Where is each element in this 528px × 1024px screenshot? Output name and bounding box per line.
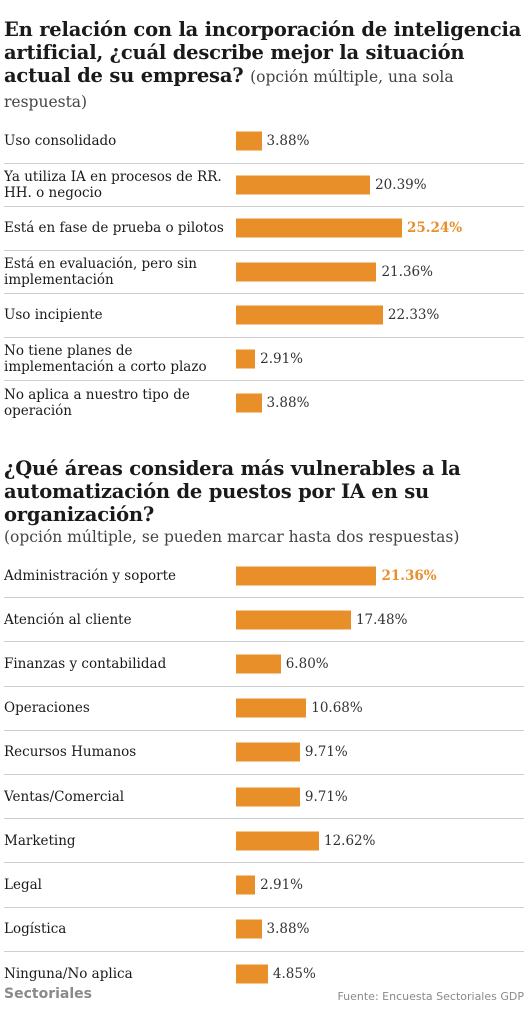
bar [236, 262, 377, 282]
chart-situacion-ia: En relación con la incorporación de inte… [4, 18, 524, 425]
value-label: 9.71% [304, 788, 348, 805]
bar-row: Operaciones 10.68% [4, 687, 524, 731]
bar [236, 831, 319, 851]
category-label: Ventas/Comercial [4, 788, 125, 805]
value-label: 20.39% [375, 176, 427, 193]
category-label: Marketing [4, 832, 76, 849]
bar-rows: Uso consolidado 3.88% Ya utiliza IA en pro… [4, 120, 524, 425]
value-label: 25.24% [407, 220, 463, 237]
bar-row: Ventas/Comercial 9.71% [4, 775, 524, 820]
bar-row: Finanzas y contabilidad 6.80% [4, 642, 524, 687]
category-label: No tiene planes de implementación a cort… [4, 342, 207, 375]
bar-row: No aplica a nuestro tipo de operación 3.8… [4, 381, 524, 425]
bar [236, 305, 383, 325]
bar [236, 698, 307, 718]
category-label: No aplica a nuestro tipo de operación [4, 386, 190, 419]
chart-subtitle: (opción múltiple, se pueden marcar hasta… [4, 528, 460, 546]
bar [236, 175, 371, 195]
bar [236, 393, 262, 413]
bar-row: Logística 3.88% [4, 908, 524, 952]
category-label: Está en evaluación, pero sin implementac… [4, 255, 197, 288]
value-label: 2.91% [260, 876, 304, 893]
chart-title: ¿Qué áreas considera más vulnerables a l… [4, 457, 461, 526]
value-label: 6.80% [285, 655, 329, 672]
bar-row: Está en evaluación, pero sin implementac… [4, 251, 524, 294]
source-note: Fuente: Encuesta Sectoriales GDP [337, 990, 524, 1003]
bar [236, 610, 351, 630]
bar-row: Recursos Humanos 9.71% [4, 731, 524, 775]
bar-row: Ninguna/No aplica 4.85% [4, 952, 524, 996]
bar-row: Legal 2.91% [4, 863, 524, 908]
category-label: Está en fase de prueba o pilotos [4, 220, 224, 237]
value-label: 10.68% [311, 700, 363, 717]
category-label: Administración y soporte [4, 567, 176, 584]
value-label: 21.36% [381, 263, 433, 280]
value-label: 3.88% [266, 394, 310, 411]
bar-rows: Administración y soporte 21.36% Atención a… [4, 554, 524, 996]
category-label: Recursos Humanos [4, 744, 137, 761]
value-label: 22.33% [387, 307, 440, 324]
value-label: 3.88% [266, 921, 310, 938]
category-label: Operaciones [4, 700, 90, 717]
value-label: 4.85% [272, 965, 316, 982]
bar-row: Uso incipiente 22.33% [4, 294, 524, 338]
chart-title: En relación con la incorporación de inte… [4, 18, 522, 111]
category-label: Legal [4, 876, 42, 893]
chart-subtitle: (opción múltiple, una sola respuesta) [4, 68, 454, 111]
value-label: 3.88% [266, 133, 310, 150]
value-label: 2.91% [260, 350, 304, 367]
category-label: Uso incipiente [4, 307, 103, 324]
bar [236, 919, 262, 939]
bar-row: Marketing 12.62% [4, 819, 524, 864]
bar [236, 964, 268, 984]
bar-row: Administración y soporte 21.36% [4, 554, 524, 599]
bar-row: Ya utiliza IA en procesos de RR. HH. o n… [4, 164, 524, 207]
bar-row: Atención al cliente 17.48% [4, 598, 524, 643]
category-label: Ninguna/No aplica [4, 965, 133, 982]
value-label: 9.71% [304, 744, 348, 761]
value-label: 17.48% [355, 611, 408, 628]
category-label: Atención al cliente [4, 611, 132, 628]
bar [236, 218, 402, 238]
bar [236, 566, 377, 586]
chart-areas-vulnerables: ¿Qué áreas considera más vulnerables a l… [4, 457, 524, 996]
bar-row: Está en fase de prueba o pilotos 25.24% [4, 207, 524, 251]
category-label: Ya utiliza IA en procesos de RR. HH. o n… [4, 168, 222, 201]
category-label: Logística [4, 921, 67, 938]
bar [236, 875, 256, 895]
bar [236, 131, 262, 151]
brand-logo: Sectoriales [4, 986, 92, 1002]
bar [236, 349, 256, 369]
value-label: 21.36% [381, 567, 437, 584]
bar [236, 787, 300, 807]
category-label: Uso consolidado [4, 133, 117, 150]
bar [236, 742, 300, 762]
bar-row: No tiene planes de implementación a cort… [4, 338, 524, 381]
category-label: Finanzas y contabilidad [4, 655, 167, 672]
bar-row: Uso consolidado 3.88% [4, 120, 524, 164]
bar [236, 654, 281, 674]
value-label: 12.62% [324, 832, 376, 849]
